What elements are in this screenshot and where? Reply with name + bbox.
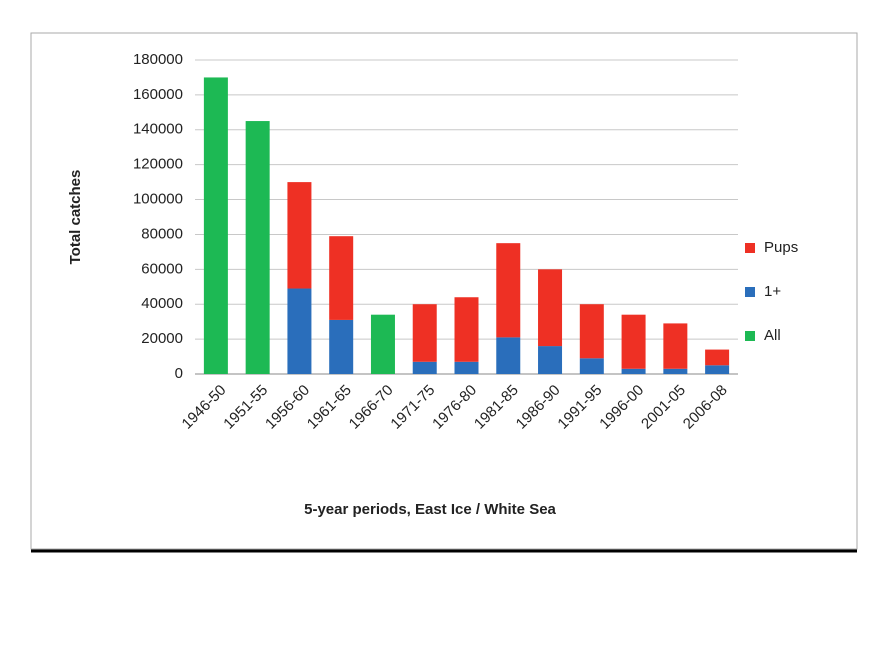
bar-segment <box>412 361 437 374</box>
bar-segment <box>621 368 646 374</box>
y-tick-label: 120000 <box>133 156 183 173</box>
y-tick-label: 140000 <box>133 121 183 138</box>
y-tick-label: 180000 <box>133 51 183 68</box>
bar-segment <box>621 314 646 369</box>
y-axis-label: Total catches <box>67 170 84 265</box>
bar-segment <box>579 358 604 374</box>
bar-segment <box>412 304 437 362</box>
bar-segment <box>287 288 312 374</box>
bar-segment <box>245 121 270 374</box>
legend-label: 1+ <box>764 283 781 300</box>
bar-segment <box>705 365 730 374</box>
bar-segment <box>663 323 688 369</box>
legend-swatch <box>745 287 755 297</box>
legend-label: All <box>764 327 781 344</box>
bar-segment <box>287 182 312 289</box>
bar-segment <box>454 297 479 362</box>
bar-segment <box>370 314 395 374</box>
bar-segment <box>329 319 354 374</box>
y-tick-label: 80000 <box>141 225 183 242</box>
x-axis-label: 5-year periods, East Ice / White Sea <box>304 501 556 518</box>
bar-segment <box>203 77 228 374</box>
bar-segment <box>538 346 563 374</box>
y-tick-label: 0 <box>175 365 183 382</box>
bar-segment <box>496 337 521 374</box>
y-tick-label: 160000 <box>133 86 183 103</box>
y-tick-label: 20000 <box>141 330 183 347</box>
legend-swatch <box>745 331 755 341</box>
frame <box>30 32 858 550</box>
legend-label: Pups <box>764 239 798 256</box>
bar-segment <box>663 368 688 374</box>
bar-segment <box>329 236 354 320</box>
bar-segment <box>496 243 521 338</box>
y-tick-label: 100000 <box>133 191 183 208</box>
bar-segment <box>705 349 730 366</box>
y-tick-label: 40000 <box>141 295 183 312</box>
bar-segment <box>579 304 604 359</box>
bar-segment <box>538 269 563 347</box>
y-tick-label: 60000 <box>141 260 183 277</box>
bar-segment <box>454 361 479 374</box>
legend-swatch <box>745 243 755 253</box>
